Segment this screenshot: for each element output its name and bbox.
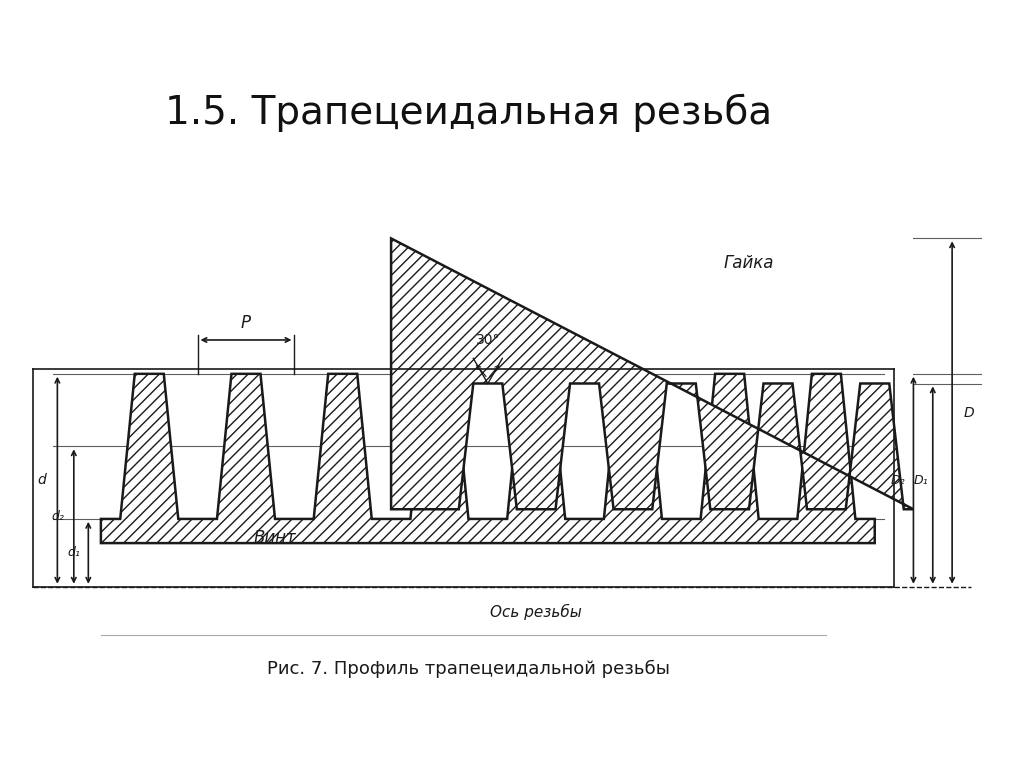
Text: d₂: d₂ <box>51 510 65 523</box>
Polygon shape <box>101 374 874 543</box>
Text: D: D <box>964 406 975 420</box>
Text: P: P <box>241 314 251 332</box>
Text: D₂: D₂ <box>891 474 905 487</box>
Text: Гайка: Гайка <box>724 254 774 272</box>
Text: d: d <box>37 473 46 487</box>
Text: Рис. 7. Профиль трапецеидальной резьбы: Рис. 7. Профиль трапецеидальной резьбы <box>267 660 670 678</box>
Text: d₁: d₁ <box>68 546 81 559</box>
Text: 30°: 30° <box>475 333 500 347</box>
Text: Ось резьбы: Ось резьбы <box>490 604 582 621</box>
Polygon shape <box>391 239 913 509</box>
Text: D₁: D₁ <box>913 474 928 487</box>
Text: Винт: Винт <box>254 528 296 547</box>
Text: 1.5. Трапецеидальная резьба: 1.5. Трапецеидальная резьба <box>165 94 772 132</box>
